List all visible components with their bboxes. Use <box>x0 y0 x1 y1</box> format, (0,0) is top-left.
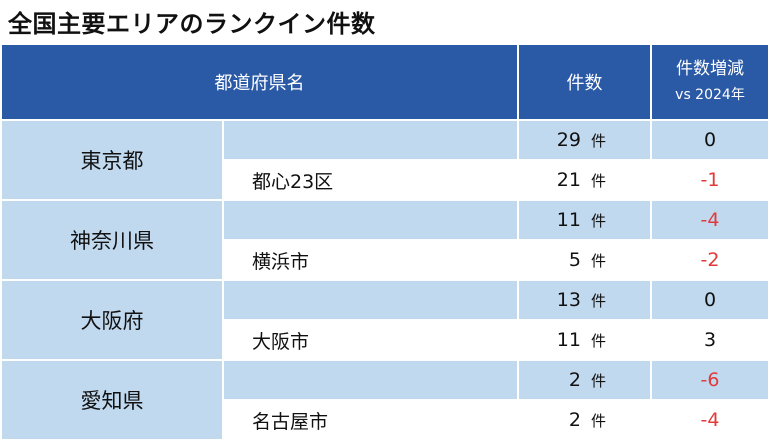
sub-area-empty <box>222 119 518 160</box>
diff-cell: -1 <box>650 159 768 200</box>
count-unit: 件 <box>590 292 606 310</box>
table-row: 都心23区 21 件 -1 <box>2 159 768 200</box>
count-value: 11 <box>556 209 581 231</box>
count-value: 29 <box>556 129 581 151</box>
count-unit: 件 <box>590 212 606 230</box>
table-row: 東京都 29 件 0 <box>2 119 768 200</box>
diff-cell: -4 <box>650 199 768 240</box>
header-diff-title: 件数増減 <box>676 59 744 79</box>
sub-area-empty <box>222 359 518 400</box>
count-value: 2 <box>568 369 581 391</box>
count-value: 5 <box>568 249 581 271</box>
sub-area-empty <box>222 199 518 240</box>
header-row: 都道府県名 件数 件数増減 vs 2024年 <box>2 45 768 120</box>
diff-cell: -6 <box>650 359 768 400</box>
table-row: 大阪市 11 件 3 <box>2 319 768 360</box>
diff-cell: -2 <box>650 239 768 280</box>
count-cell: 21 件 <box>517 159 651 200</box>
count-unit: 件 <box>590 372 606 390</box>
count-cell: 29 件 <box>517 119 651 160</box>
city-name: 横浜市 <box>222 239 518 280</box>
count-unit: 件 <box>590 132 606 150</box>
count-unit: 件 <box>590 332 606 350</box>
diff-cell: 3 <box>650 319 768 360</box>
count-unit: 件 <box>590 172 606 190</box>
prefecture-name: 愛知県 <box>2 359 223 439</box>
header-count: 件数 <box>517 45 651 120</box>
diff-cell: 0 <box>650 119 768 160</box>
page-title: 全国主要エリアのランクイン件数 <box>8 10 376 38</box>
prefecture-name: 大阪府 <box>2 279 223 360</box>
ranking-table: 都道府県名 件数 件数増減 vs 2024年 東京都 29 件 0 都心23区 2… <box>2 45 768 439</box>
count-value: 13 <box>556 289 581 311</box>
count-unit: 件 <box>590 412 606 430</box>
header-diff-subtitle: vs 2024年 <box>675 87 745 103</box>
count-value: 2 <box>568 409 581 431</box>
diff-cell: -4 <box>650 399 768 439</box>
count-value: 21 <box>556 169 581 191</box>
city-name: 大阪市 <box>222 319 518 360</box>
count-cell: 11 件 <box>517 319 651 360</box>
count-cell: 11 件 <box>517 199 651 240</box>
table-row: 大阪府 13 件 0 <box>2 279 768 360</box>
count-unit: 件 <box>590 252 606 270</box>
header-prefecture: 都道府県名 <box>2 45 518 120</box>
city-name: 都心23区 <box>222 159 518 200</box>
city-name: 名古屋市 <box>222 399 518 439</box>
count-value: 11 <box>556 329 581 351</box>
header-diff: 件数増減 vs 2024年 <box>650 45 768 120</box>
prefecture-name: 神奈川県 <box>2 199 223 280</box>
sub-area-empty <box>222 279 518 320</box>
count-cell: 13 件 <box>517 279 651 320</box>
prefecture-name: 東京都 <box>2 119 223 200</box>
table-row: 神奈川県 11 件 -4 <box>2 199 768 280</box>
diff-cell: 0 <box>650 279 768 320</box>
